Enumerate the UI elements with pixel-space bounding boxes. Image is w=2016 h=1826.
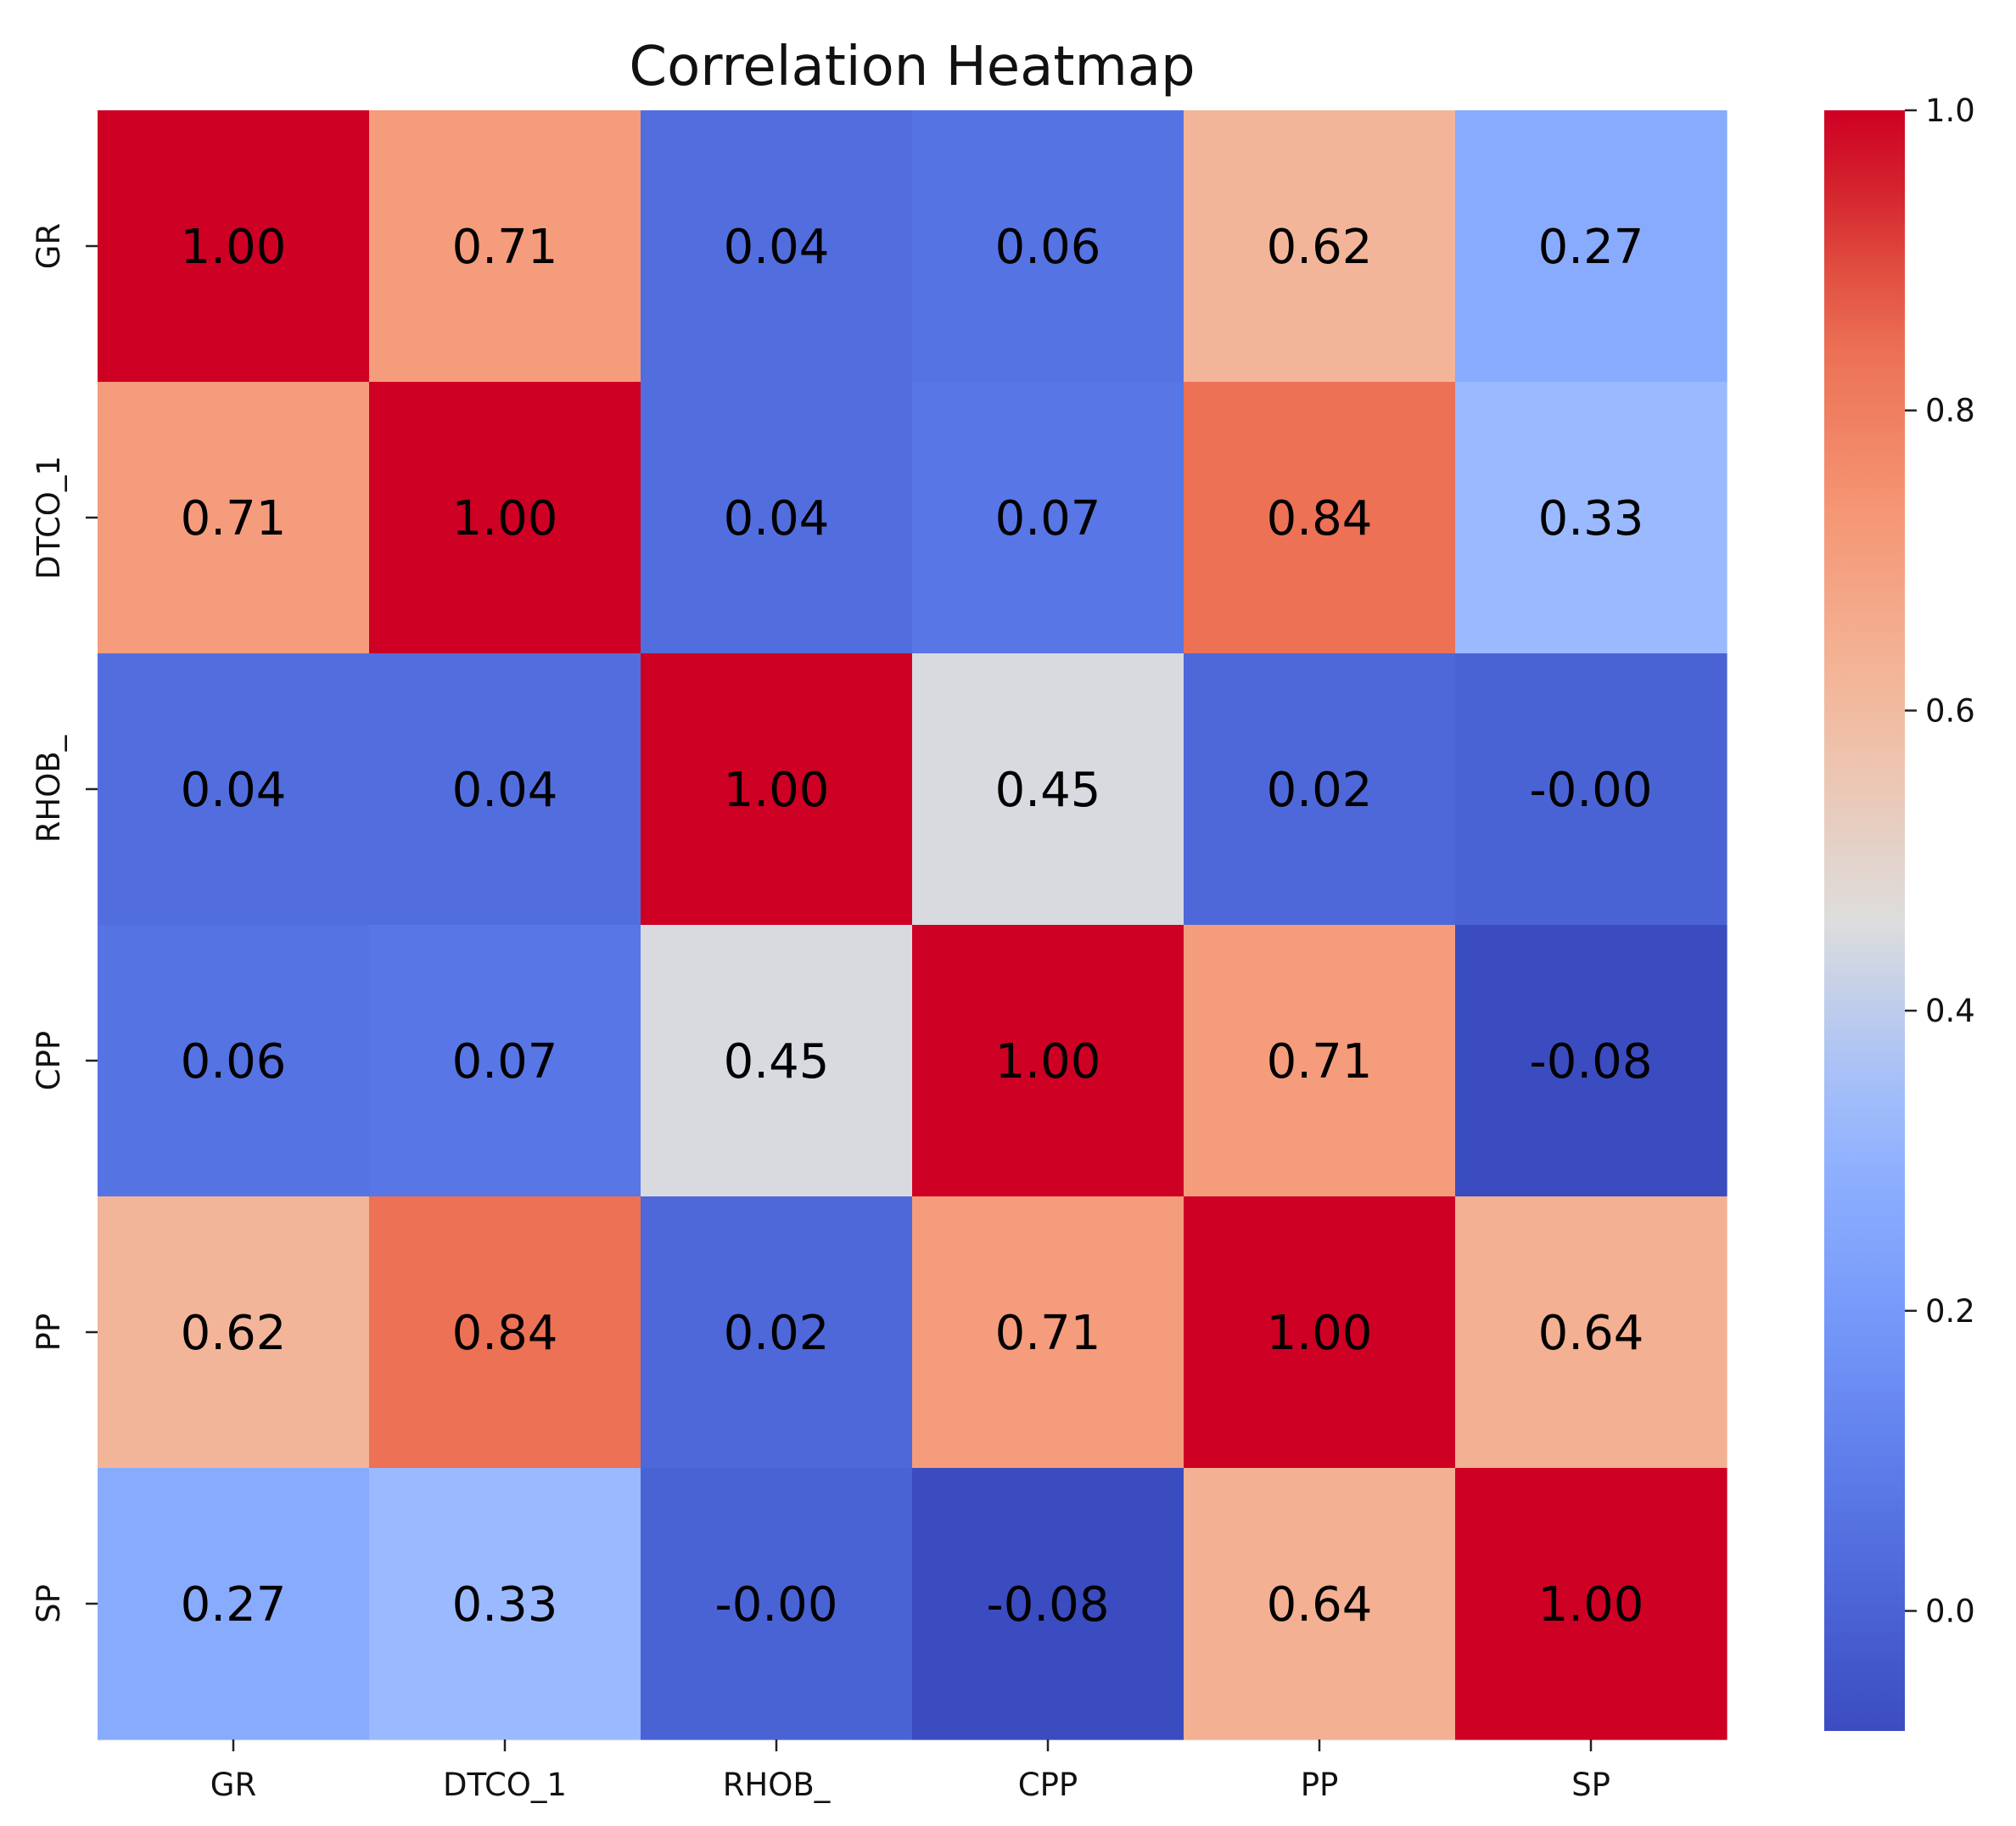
x-tick-label-SP: SP — [1571, 1767, 1610, 1803]
cell-value-label: 0.02 — [1267, 763, 1373, 818]
x-tick-label-RHOB_: RHOB_ — [723, 1767, 831, 1803]
heatmap-cell-RHOB_-PP — [1184, 653, 1456, 926]
heatmap-cell-SP-DTCO_1 — [369, 1468, 641, 1740]
colorbar-tick-label: 0.4 — [1925, 993, 1975, 1029]
heatmap-cell-PP-DTCO_1 — [369, 1196, 641, 1469]
y-axis: GR DTCO_1 RHOB_ CPP PP SP — [31, 223, 98, 1623]
heatmap-cell-PP-CPP — [912, 1196, 1184, 1469]
cell-value-label: 0.71 — [995, 1306, 1101, 1361]
cell-value-label: 0.04 — [181, 763, 287, 818]
cell-value-label: -0.00 — [1530, 763, 1653, 818]
heatmap-cell-RHOB_-DTCO_1 — [369, 653, 641, 926]
cell-value-label: 0.27 — [181, 1577, 287, 1633]
cell-value-label: 1.00 — [1267, 1306, 1373, 1361]
cell-value-label: 0.07 — [995, 491, 1101, 546]
cell-value-label: 1.00 — [452, 491, 558, 546]
heatmap-cell-DTCO_1-DTCO_1 — [369, 382, 641, 654]
x-tick-label-PP: PP — [1301, 1767, 1339, 1803]
heatmap-cell-RHOB_-RHOB_ — [641, 653, 913, 926]
heatmap-cell-PP-SP — [1455, 1196, 1728, 1469]
heatmap-cell-GR-DTCO_1 — [369, 110, 641, 383]
heatmap-cells — [98, 110, 1728, 1740]
heatmap-cell-GR-RHOB_ — [641, 110, 913, 383]
cell-value-label: 1.00 — [724, 763, 830, 818]
colorbar-tick-label: 1.0 — [1925, 92, 1975, 129]
cell-value-label: 0.06 — [995, 220, 1101, 275]
cell-value-label: 0.62 — [181, 1306, 287, 1361]
cell-value-label: -0.08 — [987, 1577, 1110, 1633]
heatmap-cell-CPP-CPP — [912, 925, 1184, 1197]
heatmap-cell-PP-PP — [1184, 1196, 1456, 1469]
y-tick-label-DTCO_1: DTCO_1 — [31, 456, 67, 580]
heatmap-cell-CPP-SP — [1455, 925, 1728, 1197]
colorbar-tick-label: 0.6 — [1925, 692, 1975, 729]
colorbar-tick-label: 0.8 — [1925, 393, 1975, 429]
heatmap-cell-CPP-PP — [1184, 925, 1456, 1197]
colorbar-tick-label: 0.0 — [1925, 1594, 1975, 1630]
y-tick-label-RHOB_: RHOB_ — [31, 735, 67, 843]
heatmap-cell-labels: 1.00 0.71 0.04 0.06 0.62 0.27 0.71 1.00 0.04 0.07… — [181, 220, 1653, 1633]
cell-value-label: 1.00 — [1538, 1577, 1644, 1633]
y-tick-label-PP: PP — [31, 1313, 67, 1352]
heatmap-cell-DTCO_1-SP — [1455, 382, 1728, 654]
heatmap-cell-DTCO_1-RHOB_ — [641, 382, 913, 654]
cell-value-label: 0.07 — [452, 1034, 558, 1089]
heatmap-cell-GR-GR — [98, 110, 370, 383]
cell-value-label: 0.45 — [724, 1034, 830, 1089]
x-axis: GR DTCO_1 RHOB_ CPP PP SP — [210, 1739, 1610, 1803]
heatmap-cell-CPP-DTCO_1 — [369, 925, 641, 1197]
cell-value-label: 0.04 — [724, 220, 830, 275]
heatmap-cell-DTCO_1-GR — [98, 382, 370, 654]
colorbar: 0.0 0.2 0.4 0.6 0.8 1.0 — [1824, 92, 1975, 1731]
cell-value-label: 0.71 — [1267, 1034, 1373, 1089]
cell-value-label: 0.71 — [452, 220, 558, 275]
heatmap-cell-RHOB_-CPP — [912, 653, 1184, 926]
cell-value-label: 1.00 — [181, 220, 287, 275]
cell-value-label: 0.64 — [1538, 1306, 1644, 1361]
y-tick-label-GR: GR — [31, 223, 67, 269]
heatmap-cell-SP-PP — [1184, 1468, 1456, 1740]
heatmap-cell-DTCO_1-CPP — [912, 382, 1184, 654]
heatmap-cell-SP-CPP — [912, 1468, 1184, 1740]
colorbar-gradient — [1824, 110, 1905, 1731]
cell-value-label: 1.00 — [995, 1034, 1101, 1089]
cell-value-label: -0.08 — [1530, 1034, 1653, 1089]
heatmap-cell-RHOB_-GR — [98, 653, 370, 926]
x-tick-label-GR: GR — [210, 1767, 256, 1803]
cell-value-label: 0.33 — [1538, 491, 1644, 546]
heatmap-cell-GR-PP — [1184, 110, 1456, 383]
heatmap-cell-DTCO_1-PP — [1184, 382, 1456, 654]
cell-value-label: 0.84 — [1267, 491, 1373, 546]
cell-value-label: 0.02 — [724, 1306, 830, 1361]
x-tick-label-CPP: CPP — [1018, 1767, 1078, 1803]
heatmap-cell-PP-RHOB_ — [641, 1196, 913, 1469]
x-tick-label-DTCO_1: DTCO_1 — [443, 1767, 567, 1803]
cell-value-label: 0.84 — [452, 1306, 558, 1361]
cell-value-label: -0.00 — [715, 1577, 838, 1633]
cell-value-label: 0.33 — [452, 1577, 558, 1633]
chart-title: Correlation Heatmap — [629, 36, 1195, 98]
cell-value-label: 0.04 — [452, 763, 558, 818]
heatmap-cell-GR-SP — [1455, 110, 1728, 383]
y-tick-label-CPP: CPP — [31, 1031, 67, 1090]
heatmap-cell-SP-SP — [1455, 1468, 1728, 1740]
cell-value-label: 0.06 — [181, 1034, 287, 1089]
heatmap-cell-GR-CPP — [912, 110, 1184, 383]
cell-value-label: 0.64 — [1267, 1577, 1373, 1633]
cell-value-label: 0.27 — [1538, 220, 1644, 275]
cell-value-label: 0.45 — [995, 763, 1101, 818]
y-tick-label-SP: SP — [31, 1584, 67, 1623]
cell-value-label: 0.62 — [1267, 220, 1373, 275]
cell-value-label: 0.71 — [181, 491, 287, 546]
heatmap-cell-RHOB_-SP — [1455, 653, 1728, 926]
heatmap-cell-CPP-RHOB_ — [641, 925, 913, 1197]
heatmap-cell-SP-GR — [98, 1468, 370, 1740]
heatmap-cell-CPP-GR — [98, 925, 370, 1197]
colorbar-tick-label: 0.2 — [1925, 1293, 1975, 1330]
heatmap-cell-SP-RHOB_ — [641, 1468, 913, 1740]
cell-value-label: 0.04 — [724, 491, 830, 546]
heatmap-cell-PP-GR — [98, 1196, 370, 1469]
